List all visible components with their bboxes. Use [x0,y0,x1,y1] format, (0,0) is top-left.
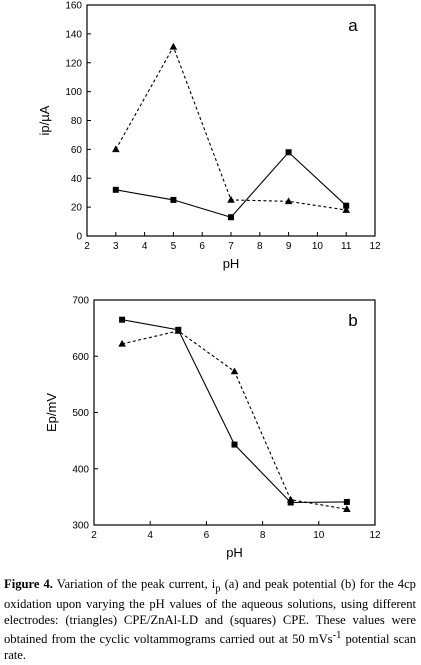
figure-caption: Figure 4. Variation of the peak current,… [4,577,416,664]
chart-panel-a: 2 3 4 5 6 7 8 9 10 11 12020406080100120140160pHip/… [37,1,381,272]
data-point-triangle [230,367,239,375]
y-tick-label: 100 [65,87,82,98]
panel-label: b [348,311,357,330]
series-line-triangle [121,330,347,510]
data-point-triangle [169,42,178,50]
x-tick-label: 4 [147,530,153,541]
series-line-square [122,319,347,504]
caption-text-1: Variation of the peak current, i [52,577,216,591]
x-tick-label: 10 [313,530,325,541]
panel-label: a [348,16,358,35]
data-point-triangle [118,339,126,347]
y-tick-label: 80 [71,116,83,127]
data-point-square [119,316,126,323]
data-point-square [343,498,350,505]
data-point-square [175,326,182,333]
data-point-square [231,441,238,448]
x-tick-label: 7 [228,241,234,252]
data-point-square [343,202,350,209]
x-tick-label: 11 [341,241,352,252]
x-tick-label: 10 [312,241,324,252]
y-tick-label: 700 [72,296,89,307]
x-tick-label: 2 [91,530,97,541]
x-axis-label: pH [223,256,240,271]
data-point-triangle [343,505,351,513]
data-point-triangle [227,195,235,203]
x-tick-label: 6 [204,530,210,541]
data-point-triangle [284,197,293,205]
x-tick-label: 4 [142,241,148,252]
data-point-triangle [112,145,120,153]
x-tick-label: 12 [369,241,381,252]
x-tick-label: 9 [286,241,292,252]
data-point-square [228,214,234,221]
y-tick-label: 40 [71,174,83,185]
data-point-square [287,499,294,506]
data-point-triangle [342,206,350,213]
x-tick-label: 8 [257,241,263,252]
y-tick-label: 160 [65,1,82,12]
y-tick-label: 300 [72,521,89,532]
x-tick-label: 3 [113,241,119,252]
x-tick-label: 8 [260,530,266,541]
y-tick-label: 500 [72,408,89,419]
caption-text-2: (a) and peak potential (b) for the 4cp o… [4,577,416,647]
caption-text-3: potential scan rate. [4,632,416,663]
y-tick-label: 20 [71,203,83,214]
y-tick-label: 120 [65,58,82,69]
data-point-square [112,186,119,193]
plot-frame [93,299,376,526]
x-tick-label: 12 [369,530,381,541]
y-axis-label: ip/µA [37,105,52,135]
y-tick-label: 600 [72,352,89,363]
y-tick-label: 0 [76,232,82,243]
x-tick-label: 2 [84,241,90,252]
chart-panel-b: 2 4 6 8 10 12 300 400 500 600 700 pH Ep/mV b [44,296,381,561]
series-line-triangle [115,45,347,211]
figure: 2 3 4 5 6 7 8 9 10 11 12020406080100120140160pHip/… [37,1,381,561]
x-axis-label: pH [226,545,243,560]
y-tick-label: 60 [71,145,83,156]
caption-superscript: -1 [332,630,342,642]
data-point-square [285,149,292,156]
x-tick-label: 5 [171,241,177,252]
x-tick-label: 6 [199,241,205,252]
y-tick-label: 400 [72,464,89,475]
y-axis-label: Ep/mV [44,393,59,432]
series-line-square [115,151,347,218]
caption-label: Figure 4. [4,577,53,591]
caption-subscript: p [215,583,221,595]
data-point-square [170,196,177,203]
y-tick-label: 140 [65,29,82,40]
